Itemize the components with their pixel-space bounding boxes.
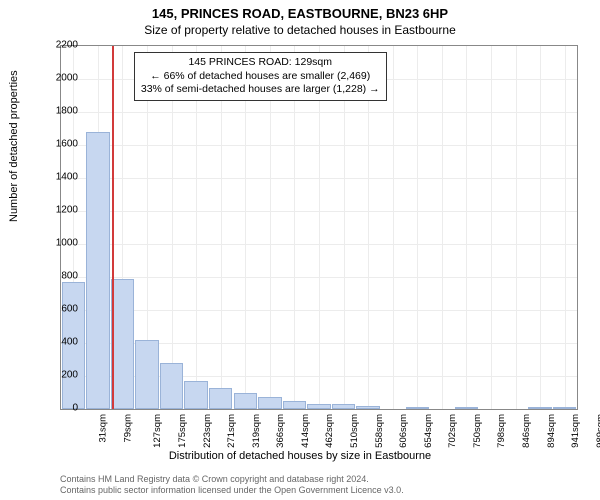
bar bbox=[86, 132, 109, 409]
x-tick: 31sqm bbox=[98, 414, 109, 443]
x-tick: 894sqm bbox=[545, 414, 556, 448]
y-tick: 1000 bbox=[48, 238, 78, 249]
x-tick: 79sqm bbox=[122, 414, 133, 443]
info-line: 33% of semi-detached houses are larger (… bbox=[141, 83, 380, 97]
bar bbox=[528, 407, 551, 409]
bar bbox=[111, 279, 134, 409]
bar bbox=[234, 393, 257, 410]
info-line: ← 66% of detached houses are smaller (2,… bbox=[141, 70, 380, 84]
bar bbox=[283, 401, 306, 409]
bar bbox=[258, 397, 281, 409]
x-tick: 319sqm bbox=[251, 414, 262, 448]
gridline-v bbox=[442, 46, 443, 409]
x-tick: 462sqm bbox=[324, 414, 335, 448]
bar bbox=[307, 404, 330, 409]
bar bbox=[406, 407, 429, 409]
bar bbox=[356, 406, 379, 409]
info-line: 145 PRINCES ROAD: 129sqm bbox=[141, 56, 380, 70]
chart-title: 145, PRINCES ROAD, EASTBOURNE, BN23 6HP bbox=[0, 0, 600, 21]
x-tick: 798sqm bbox=[496, 414, 507, 448]
x-tick: 654sqm bbox=[423, 414, 434, 448]
footer-line: Contains HM Land Registry data © Crown c… bbox=[60, 474, 404, 485]
gridline-v bbox=[466, 46, 467, 409]
bar bbox=[160, 363, 183, 409]
footer-line: Contains public sector information licen… bbox=[60, 485, 404, 496]
y-tick: 1200 bbox=[48, 205, 78, 216]
y-tick: 1400 bbox=[48, 172, 78, 183]
x-tick: 558sqm bbox=[373, 414, 384, 448]
x-tick: 175sqm bbox=[177, 414, 188, 448]
x-axis-label: Distribution of detached houses by size … bbox=[0, 450, 600, 462]
gridline-v bbox=[393, 46, 394, 409]
bar bbox=[553, 407, 576, 409]
x-tick: 606sqm bbox=[398, 414, 409, 448]
x-tick: 271sqm bbox=[226, 414, 237, 448]
x-tick: 223sqm bbox=[201, 414, 212, 448]
footer-attribution: Contains HM Land Registry data © Crown c… bbox=[60, 474, 404, 497]
x-tick: 510sqm bbox=[349, 414, 360, 448]
y-tick: 2000 bbox=[48, 73, 78, 84]
bar bbox=[332, 404, 355, 409]
gridline-v bbox=[565, 46, 566, 409]
marker-line bbox=[112, 46, 114, 409]
gridline-v bbox=[491, 46, 492, 409]
gridline-v bbox=[516, 46, 517, 409]
y-tick: 0 bbox=[48, 403, 78, 414]
y-tick: 1600 bbox=[48, 139, 78, 150]
chart-area: 145 PRINCES ROAD: 129sqm← 66% of detache… bbox=[60, 45, 578, 410]
x-tick: 989sqm bbox=[595, 414, 600, 448]
gridline-v bbox=[540, 46, 541, 409]
x-tick: 127sqm bbox=[152, 414, 163, 448]
x-tick: 702sqm bbox=[447, 414, 458, 448]
y-tick: 400 bbox=[48, 337, 78, 348]
bar bbox=[135, 340, 158, 409]
chart-container: 145, PRINCES ROAD, EASTBOURNE, BN23 6HP … bbox=[0, 0, 600, 500]
gridline-v bbox=[417, 46, 418, 409]
x-tick: 846sqm bbox=[521, 414, 532, 448]
bar bbox=[455, 407, 478, 409]
y-tick: 800 bbox=[48, 271, 78, 282]
y-tick: 2200 bbox=[48, 40, 78, 51]
chart-subtitle: Size of property relative to detached ho… bbox=[0, 21, 600, 41]
x-tick: 941sqm bbox=[570, 414, 581, 448]
bar bbox=[209, 388, 232, 409]
plot-area: 145 PRINCES ROAD: 129sqm← 66% of detache… bbox=[60, 45, 578, 410]
y-tick: 600 bbox=[48, 304, 78, 315]
info-box: 145 PRINCES ROAD: 129sqm← 66% of detache… bbox=[134, 52, 387, 101]
y-tick: 1800 bbox=[48, 106, 78, 117]
y-axis-label: Number of detached properties bbox=[8, 70, 20, 222]
x-tick: 366sqm bbox=[275, 414, 286, 448]
x-tick: 750sqm bbox=[472, 414, 483, 448]
x-tick: 414sqm bbox=[300, 414, 311, 448]
y-tick: 200 bbox=[48, 370, 78, 381]
bar bbox=[184, 381, 207, 409]
